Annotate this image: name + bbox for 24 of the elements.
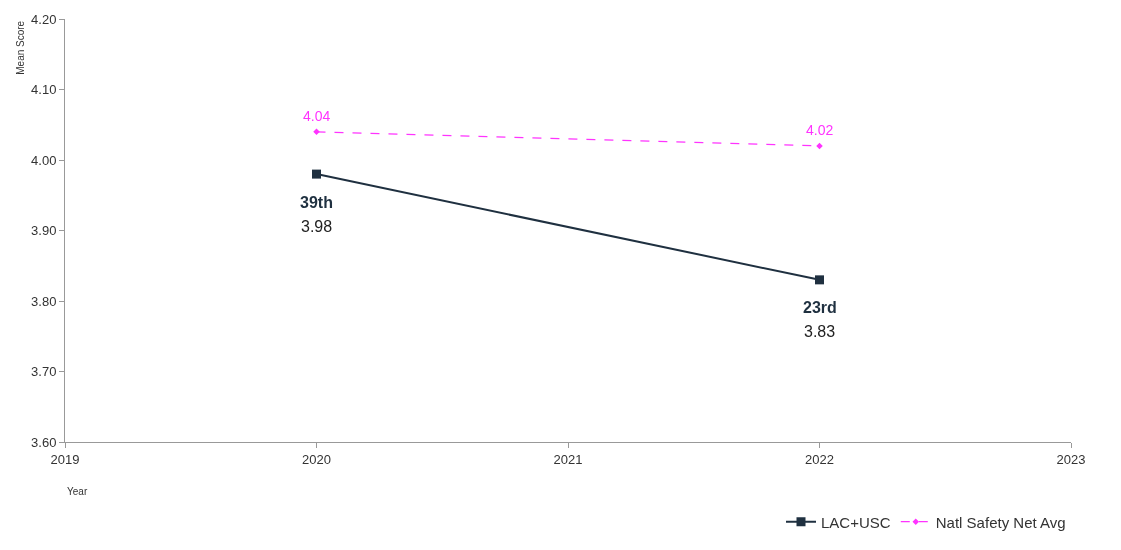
x-tick-label: 2022 (805, 451, 834, 467)
x-tick-label: 2021 (553, 451, 583, 467)
y-tick-label: 3.90 (31, 223, 57, 239)
y-tick-label: 4.20 (31, 11, 57, 27)
point (815, 275, 824, 285)
data-label: 4.02 (806, 122, 834, 138)
data-label: 3.83 (804, 323, 836, 340)
point (312, 169, 321, 179)
x-tick-label: 2020 (302, 451, 331, 467)
annotation: 39th (300, 194, 333, 211)
legend-label: LAC+USC (821, 513, 891, 531)
data-label: 4.04 (303, 108, 331, 124)
annotation: 23rd (803, 299, 837, 316)
data-label: 3.98 (301, 218, 333, 235)
y-tick-label: 3.60 (31, 434, 57, 450)
y-tick-label: 3.80 (31, 293, 57, 309)
legend-label: Natl Safety Net Avg (935, 513, 1066, 531)
y-tick-label: 3.70 (31, 364, 57, 380)
x-axis-title: Year (67, 486, 88, 497)
y-tick-label: 4.00 (31, 152, 57, 168)
x-tick-label: 2019 (50, 451, 80, 467)
x-tick-label: 2023 (1056, 451, 1086, 467)
y-axis-title: Mean Score (14, 20, 26, 75)
y-tick-label: 4.10 (31, 82, 57, 98)
